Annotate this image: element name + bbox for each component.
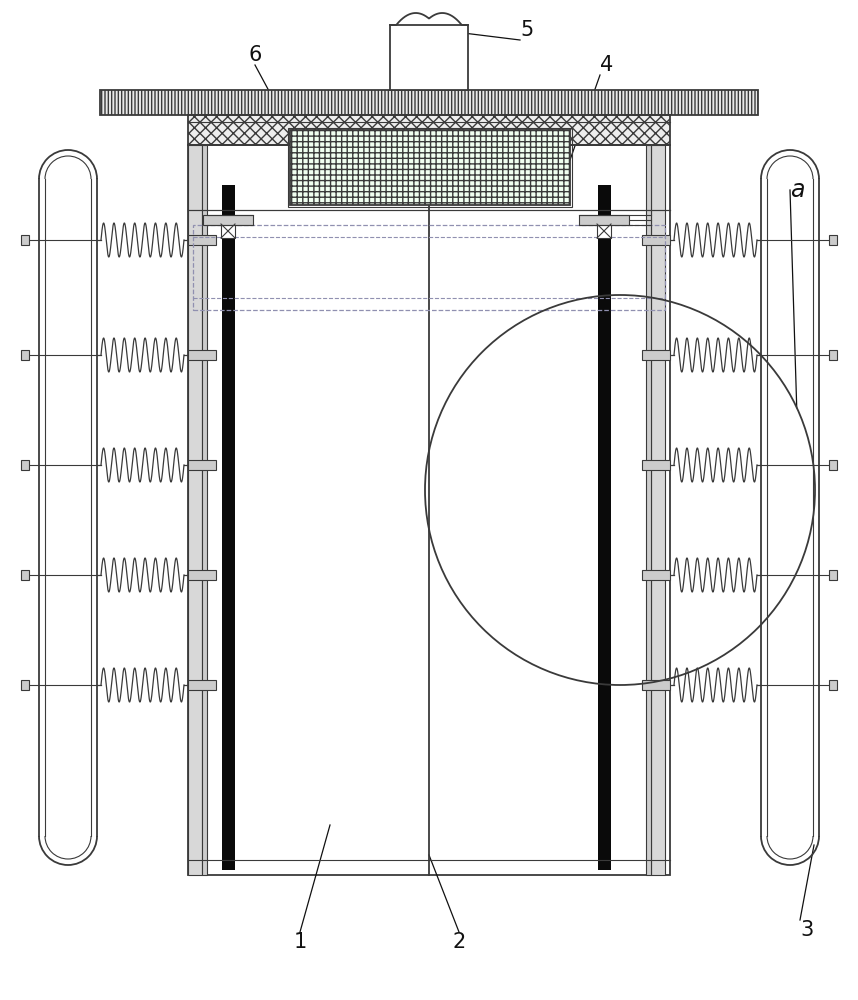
Bar xyxy=(21,570,29,580)
Bar xyxy=(188,680,216,690)
Bar xyxy=(642,460,670,470)
Bar xyxy=(651,145,665,875)
Bar xyxy=(21,680,29,690)
Bar xyxy=(642,680,670,690)
Bar xyxy=(202,145,207,875)
Bar xyxy=(21,235,29,245)
Bar xyxy=(188,350,216,360)
Bar xyxy=(642,235,670,245)
Bar xyxy=(642,570,670,580)
Bar xyxy=(100,90,758,115)
Bar xyxy=(390,25,468,90)
Bar xyxy=(188,235,216,245)
Bar xyxy=(188,570,216,580)
Bar xyxy=(598,185,611,870)
Bar xyxy=(829,680,837,690)
Bar xyxy=(221,224,235,238)
Bar xyxy=(21,460,29,470)
Text: 5: 5 xyxy=(520,20,534,40)
Bar xyxy=(203,215,253,225)
Bar xyxy=(829,460,837,470)
Text: 3: 3 xyxy=(800,920,813,940)
Bar xyxy=(188,145,670,875)
Bar xyxy=(579,215,629,225)
Bar xyxy=(222,185,235,870)
Bar xyxy=(597,224,611,238)
Text: a: a xyxy=(790,178,805,202)
Bar xyxy=(21,350,29,360)
Bar xyxy=(829,235,837,245)
Bar xyxy=(290,130,570,205)
Bar xyxy=(829,570,837,580)
Bar xyxy=(829,350,837,360)
Bar xyxy=(188,115,670,145)
Text: 6: 6 xyxy=(248,45,262,65)
Bar xyxy=(642,350,670,360)
Text: 2: 2 xyxy=(452,932,466,952)
Bar xyxy=(193,225,665,310)
Bar xyxy=(646,145,651,875)
Text: 4: 4 xyxy=(600,55,613,75)
Bar xyxy=(288,128,572,207)
Text: 1: 1 xyxy=(293,932,306,952)
Bar xyxy=(188,460,216,470)
Bar xyxy=(188,145,202,875)
